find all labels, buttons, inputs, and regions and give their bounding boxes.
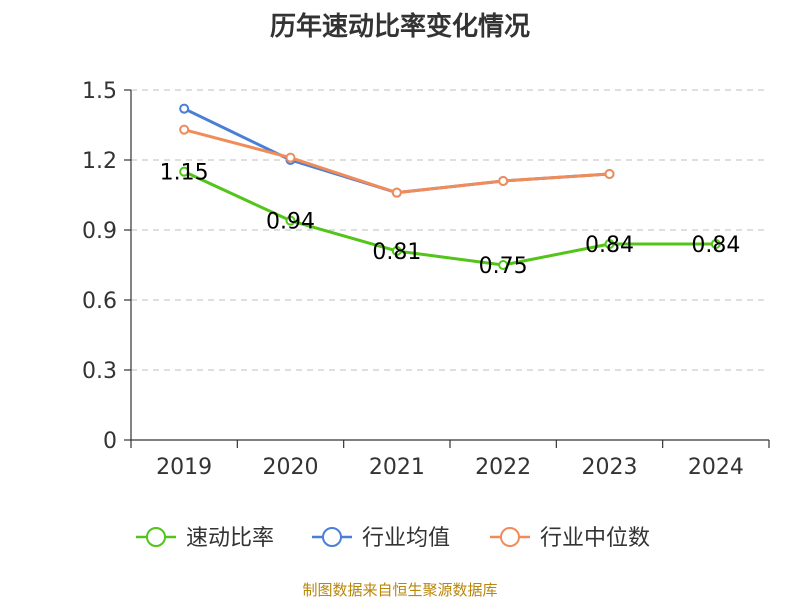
data-point[interactable] [391,187,402,198]
data-point[interactable] [179,124,190,135]
data-label: 0.81 [372,240,421,265]
x-tick-label: 2020 [263,455,319,480]
data-labels: 1.15 0.94 0.81 0.75 0.84 0.84 [160,161,741,279]
data-point[interactable] [498,176,509,186]
legend-label: 速动比率 [186,526,274,551]
legend-label: 行业中位数 [540,526,650,551]
series-lines [179,103,721,270]
data-point[interactable] [179,166,190,177]
series-line-0 [183,170,716,267]
data-label: 0.84 [585,233,634,258]
y-tick-label: 0.6 [82,289,117,314]
y-tick-label: 0 [103,429,117,454]
legend-marker [146,527,166,547]
legend-item-0[interactable]: 速动比率 [136,526,274,551]
axes: 0 0.3 0.6 0.9 1.2 1.5 2019 2020 2021 2022 2023 2024 [82,79,770,480]
y-tick-label: 0.3 [82,359,117,384]
data-point[interactable] [285,152,296,163]
data-point[interactable] [179,103,190,114]
data-point[interactable] [285,215,296,226]
data-point[interactable] [604,239,615,249]
y-tick-label: 0.9 [82,219,117,244]
data-point[interactable] [498,260,509,270]
data-point[interactable] [604,169,615,179]
x-tick-label: 2023 [582,455,638,480]
y-tick-label: 1.5 [82,79,117,104]
x-tick-label: 2021 [369,455,425,480]
source-note: 制图数据来自恒生聚源数据库 [302,581,497,599]
legend-label: 行业均值 [362,526,450,551]
y-tick-label: 1.2 [82,149,117,174]
series-line-1 [183,107,610,195]
data-label: 1.15 [160,161,209,186]
data-point[interactable] [710,239,721,249]
x-tick-label: 2024 [688,455,744,480]
legend-marker [322,527,342,547]
legend-marker [500,527,520,547]
x-tick-label: 2022 [475,455,531,480]
data-label: 0.75 [479,254,528,279]
chart-title: 历年速动比率变化情况 [270,11,530,42]
x-tick-label: 2019 [156,455,212,480]
data-point[interactable] [391,246,402,256]
data-label: 0.84 [691,233,740,258]
gridlines [131,89,769,371]
data-label: 0.94 [266,210,315,235]
legend-item-2[interactable]: 行业中位数 [490,526,650,551]
legend-item-1[interactable]: 行业均值 [312,526,450,551]
legend[interactable]: 速动比率 行业均值 行业中位数 [136,526,650,551]
